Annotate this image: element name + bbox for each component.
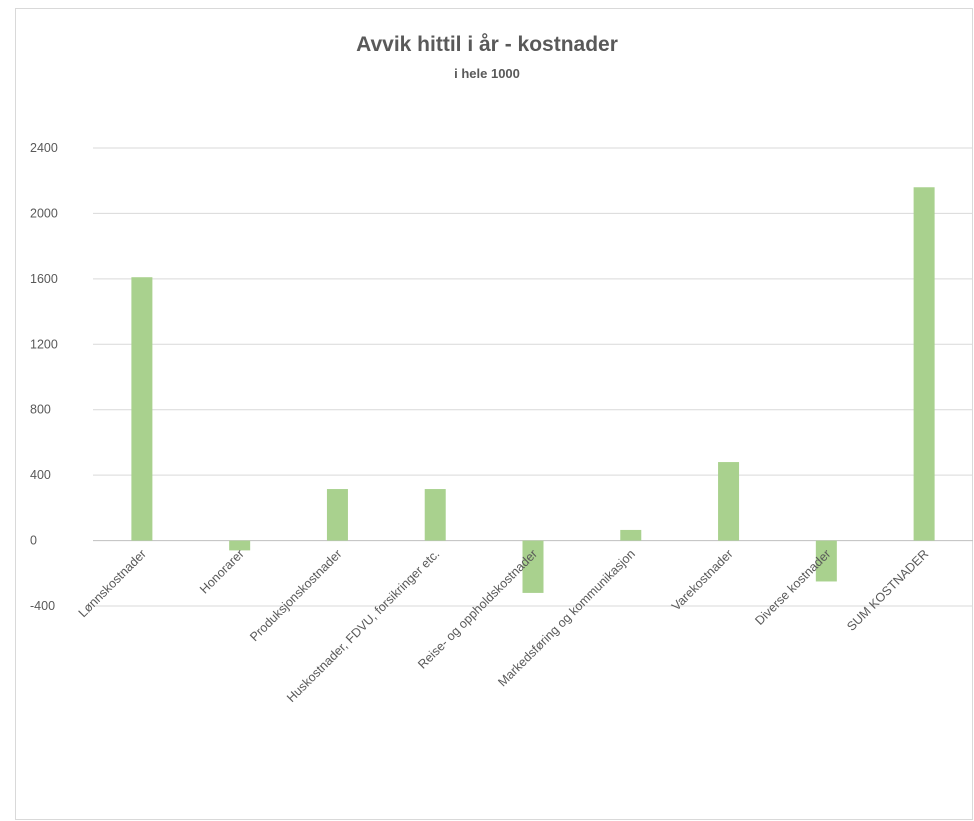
bar xyxy=(424,489,446,541)
chart-title: Avvik hittil i år - kostnader xyxy=(356,33,618,56)
bar xyxy=(131,277,153,541)
y-tick-label: 400 xyxy=(30,468,51,482)
x-axis-categories: Lønnskostnader Honorarer Produksjonskostna… xyxy=(76,547,932,705)
chart-frame xyxy=(15,8,973,820)
x-category-label: Huskostnader, FDVU, forsikringer etc. xyxy=(284,547,442,705)
y-tick-label: 1200 xyxy=(30,337,58,351)
chart-subtitle: i hele 1000 xyxy=(454,66,520,81)
y-tick-label: 2000 xyxy=(30,206,58,220)
x-category-label: Lønnskostnader xyxy=(76,547,149,620)
bars xyxy=(131,187,935,593)
x-category-label: Produksjonskostnader xyxy=(247,547,344,644)
y-axis-ticks: -400 0 400 800 1200 1600 2000 2400 xyxy=(30,141,58,613)
bar xyxy=(913,187,935,541)
x-category-label: Varekostnader xyxy=(669,547,736,614)
x-category-label: SUM KOSTNADER xyxy=(844,547,931,634)
bar xyxy=(522,540,544,593)
bar xyxy=(620,529,642,541)
gridlines xyxy=(93,147,973,607)
y-tick-label: 0 xyxy=(30,534,37,548)
bar xyxy=(815,540,837,582)
bar xyxy=(326,489,348,541)
y-tick-label: 1600 xyxy=(30,272,58,286)
x-category-label: Diverse kostnader xyxy=(752,547,833,628)
x-category-label: Honorarer xyxy=(197,547,247,597)
bar xyxy=(229,540,251,551)
y-tick-label: 800 xyxy=(30,403,51,417)
y-tick-label: 2400 xyxy=(30,141,58,155)
y-tick-label: -400 xyxy=(30,599,55,613)
bar xyxy=(718,462,740,541)
